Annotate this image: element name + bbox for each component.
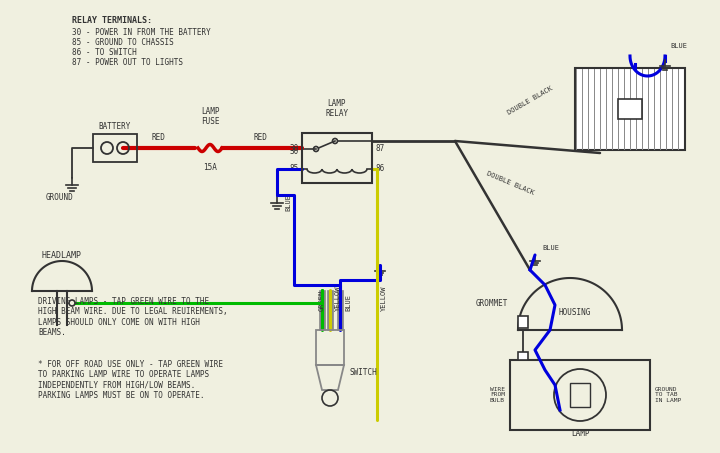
Bar: [302, 133, 372, 183]
Bar: [518, 316, 528, 328]
Text: BLUE: BLUE: [542, 245, 559, 251]
Text: GROUND
TO TAB
IN LAMP: GROUND TO TAB IN LAMP: [655, 387, 681, 403]
Text: 85 - GROUND TO CHASSIS: 85 - GROUND TO CHASSIS: [72, 38, 174, 47]
Text: * FOR OFF ROAD USE ONLY - TAP GREEN WIRE
TO PARKING LAMP WIRE TO OPERATE LAMPS
I: * FOR OFF ROAD USE ONLY - TAP GREEN WIRE…: [38, 360, 223, 400]
Text: LAMP
RELAY: LAMP RELAY: [325, 99, 348, 118]
Bar: [337, 290, 343, 330]
Circle shape: [69, 300, 75, 306]
Text: YELLOW: YELLOW: [335, 285, 341, 311]
Text: 86: 86: [375, 164, 384, 173]
Text: 30: 30: [289, 147, 299, 156]
Text: 15A: 15A: [203, 163, 217, 172]
Text: SWITCH: SWITCH: [350, 368, 378, 377]
Bar: [316, 330, 344, 365]
Text: 87: 87: [375, 144, 384, 153]
Text: YELLOW: YELLOW: [381, 285, 387, 311]
Text: 30: 30: [289, 144, 299, 153]
Text: RELAY TERMINALS:: RELAY TERMINALS:: [72, 16, 152, 25]
Text: 86 - TO SWITCH: 86 - TO SWITCH: [72, 48, 137, 57]
Text: LAMP
FUSE: LAMP FUSE: [201, 106, 220, 126]
Bar: [518, 352, 528, 360]
Text: RED: RED: [253, 133, 267, 142]
Text: GREEN: GREEN: [319, 290, 325, 311]
Bar: [319, 290, 325, 330]
Text: DOUBLE BLACK: DOUBLE BLACK: [506, 85, 554, 116]
Text: BATTERY: BATTERY: [99, 122, 131, 131]
Text: 87 - POWER OUT TO LIGHTS: 87 - POWER OUT TO LIGHTS: [72, 58, 183, 67]
Bar: [570, 383, 590, 407]
Text: WIRE
FROM
BULB: WIRE FROM BULB: [490, 387, 505, 403]
Bar: [618, 99, 642, 119]
Bar: [510, 360, 650, 430]
Text: BLUE: BLUE: [285, 194, 291, 211]
Text: GROMMET: GROMMET: [476, 299, 508, 308]
Text: RED: RED: [151, 133, 165, 142]
Text: BLUE: BLUE: [670, 43, 687, 49]
Text: DRIVING LAMPS - TAP GREEN WIRE TO THE
HIGH BEAM WIRE. DUE TO LEGAL REUIREMENTS,
: DRIVING LAMPS - TAP GREEN WIRE TO THE HI…: [38, 297, 228, 337]
Text: GROUND: GROUND: [46, 193, 74, 202]
Text: HOUSING: HOUSING: [559, 308, 591, 317]
Text: LAMP: LAMP: [571, 429, 589, 438]
Text: DOUBLE BLACK: DOUBLE BLACK: [485, 170, 535, 196]
Text: BLUE: BLUE: [345, 294, 351, 311]
Bar: [93, 134, 137, 162]
Text: 85: 85: [289, 164, 299, 173]
Text: 30 - POWER IN FROM THE BATTERY: 30 - POWER IN FROM THE BATTERY: [72, 28, 211, 37]
Bar: [327, 290, 333, 330]
Bar: [575, 68, 685, 150]
Text: HEADLAMP: HEADLAMP: [42, 251, 82, 260]
